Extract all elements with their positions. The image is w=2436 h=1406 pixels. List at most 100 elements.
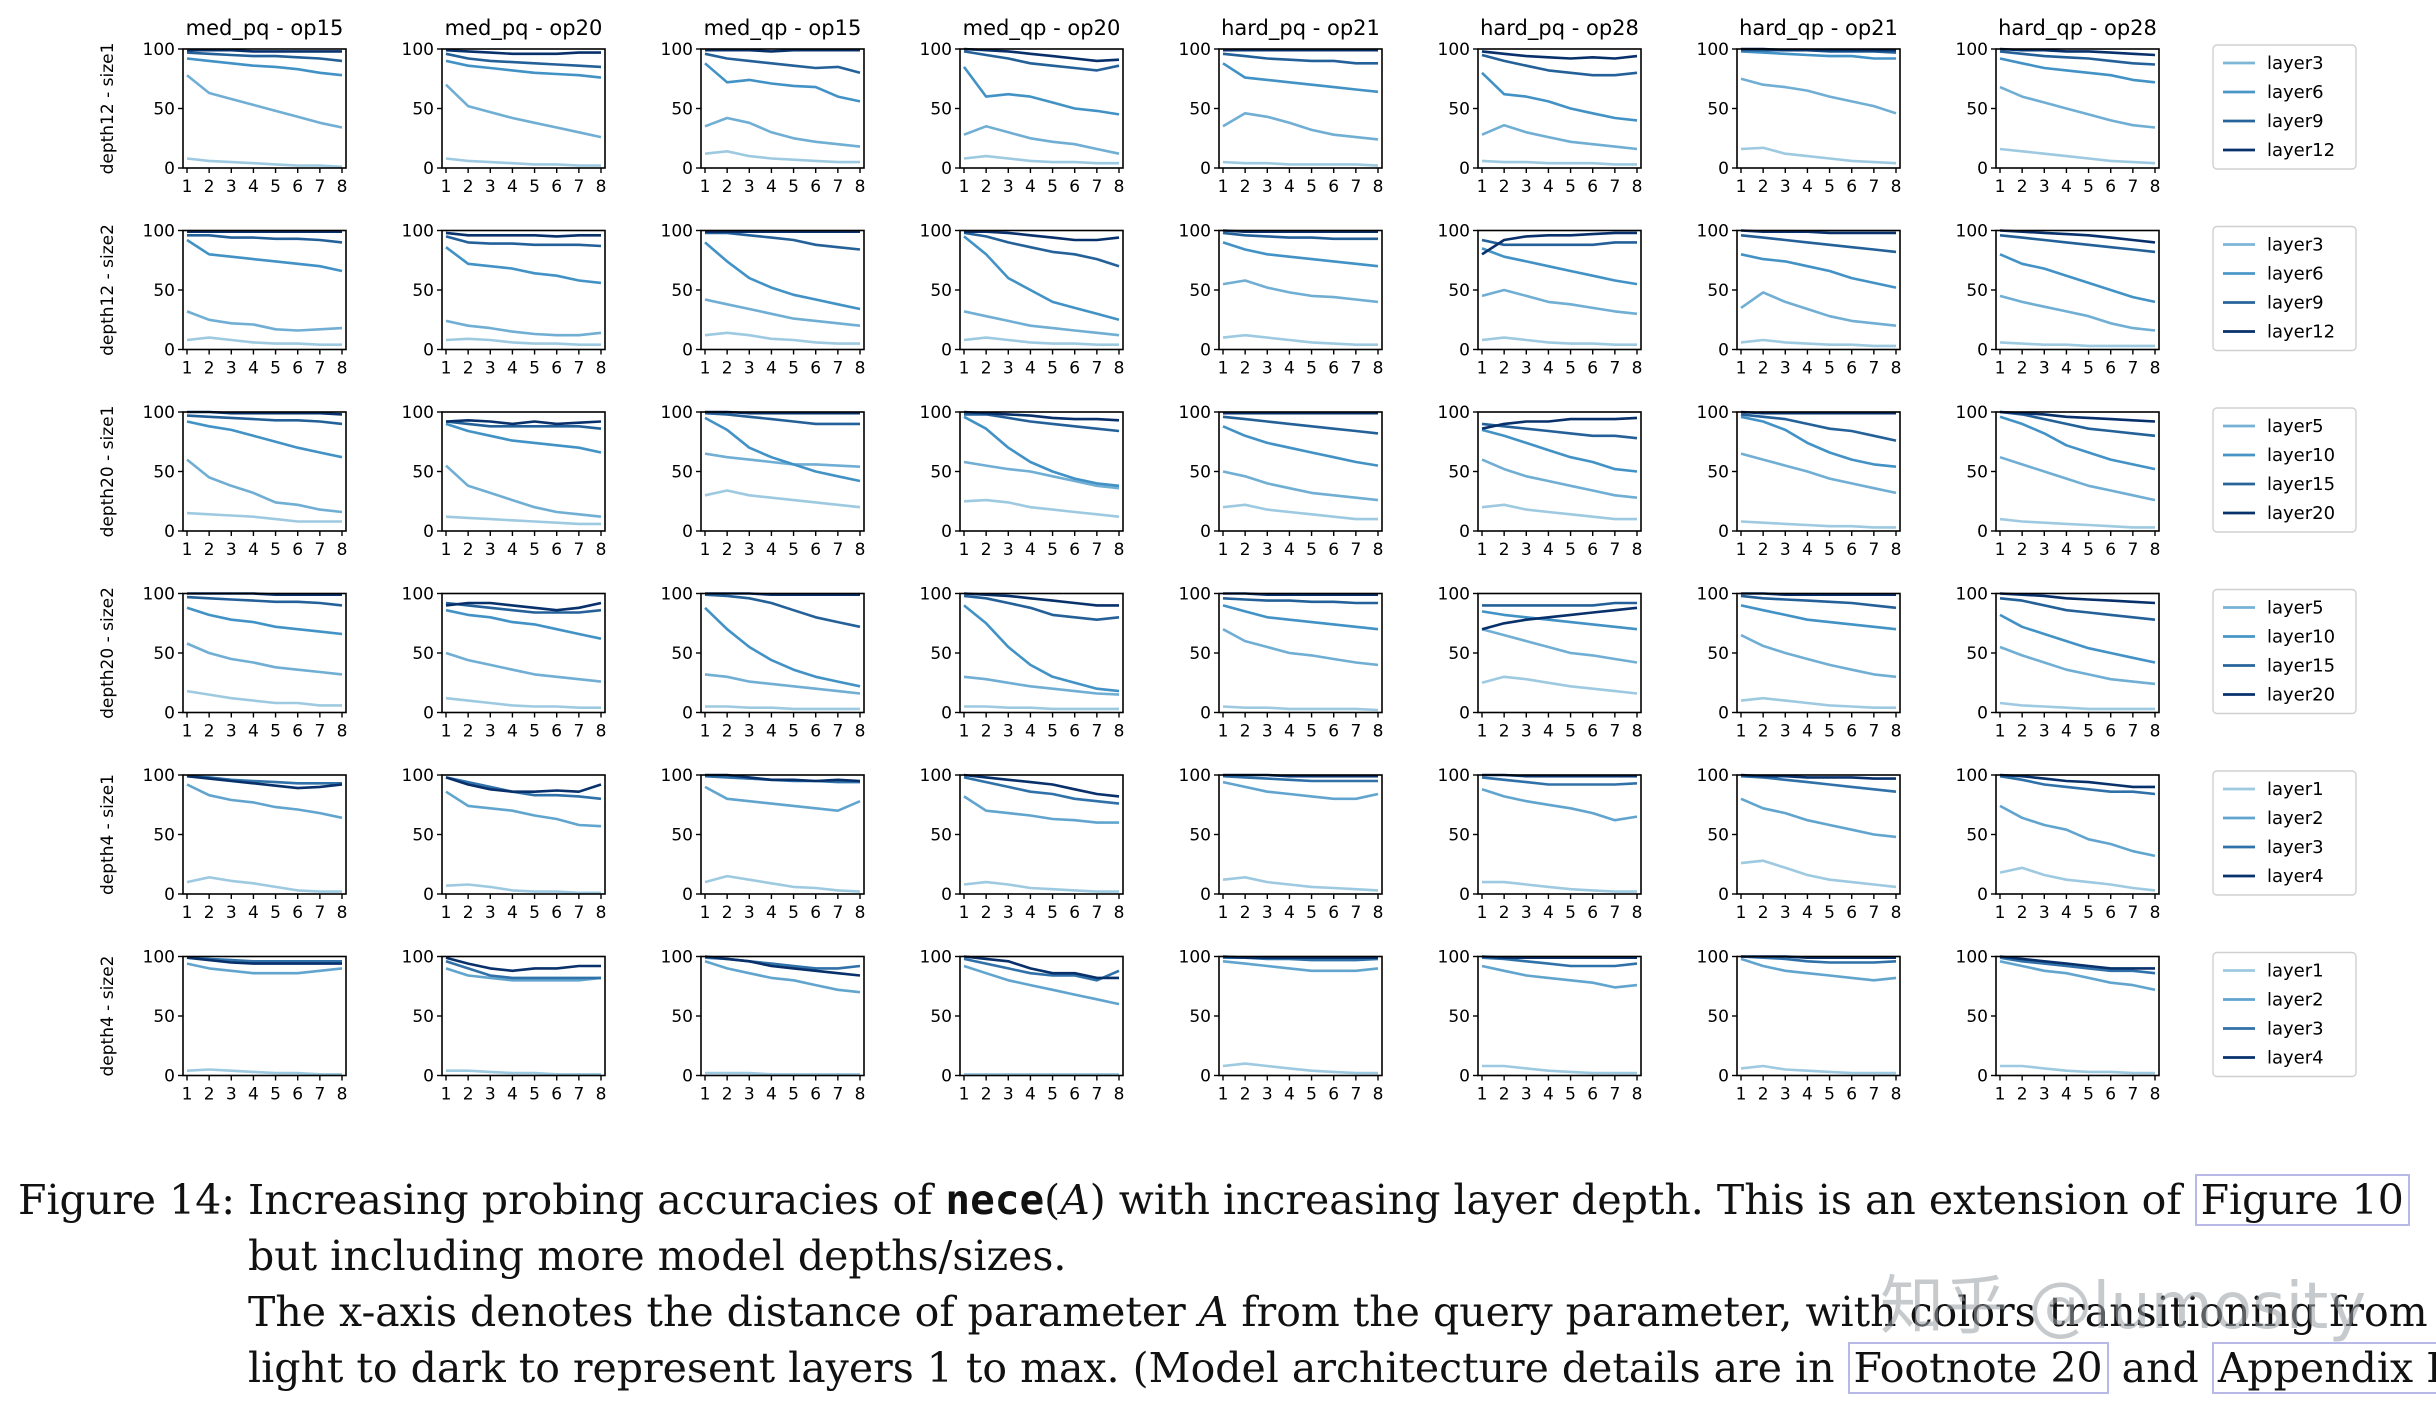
x-tick-label: 4: [1543, 1085, 1554, 1105]
footnote-20-link[interactable]: Footnote 20: [1847, 1342, 2109, 1394]
series-line: [1740, 50, 1896, 60]
series-line: [1481, 788, 1638, 822]
x-tick-label: 1: [441, 1085, 452, 1105]
x-tick-label: 2: [1240, 1085, 1251, 1105]
figure-10-link[interactable]: Figure 10: [2194, 1174, 2410, 1226]
y-tick-label: 50: [1707, 463, 1729, 483]
y-tick-label: 50: [412, 463, 434, 483]
x-tick-label: 2: [463, 540, 474, 560]
x-tick-label: 2: [1758, 177, 1769, 197]
series-line: [704, 62, 861, 103]
y-tick-label: 50: [1966, 100, 1988, 120]
x-tick-label: 7: [832, 177, 843, 197]
x-tick-label: 3: [1780, 1085, 1791, 1105]
series-line: [445, 601, 602, 614]
x-tick-label: 4: [1543, 359, 1554, 379]
x-tick-label: 4: [1543, 722, 1554, 742]
x-tick-label: 6: [551, 177, 562, 197]
series-line: [1222, 333, 1378, 347]
x-tick-label: 3: [226, 177, 237, 197]
series-line: [1740, 773, 1896, 780]
series-line: [186, 57, 343, 77]
subplot: 0 50 100 1 2 3 4 5 6 7 8: [1438, 948, 1643, 1105]
legend: layer5 layer10 layer15 layer20: [2212, 407, 2357, 533]
x-tick-label: 7: [2127, 359, 2138, 379]
x-tick-label: 7: [314, 903, 325, 923]
series-line: [704, 411, 860, 426]
x-tick-label: 7: [832, 903, 843, 923]
series-line: [1740, 604, 1897, 631]
x-tick-label: 8: [1114, 540, 1125, 560]
series-line: [445, 651, 602, 683]
series-line: [1740, 77, 1897, 115]
legend: layer1 layer2 layer3 layer4: [2212, 951, 2357, 1078]
y-tick-label: 50: [1966, 826, 1988, 846]
x-tick-label: 6: [551, 722, 562, 742]
series-line: [704, 452, 861, 468]
x-tick-label: 5: [2083, 177, 2094, 197]
x-tick-label: 4: [1025, 903, 1036, 923]
row-label: depth12 - size1: [98, 43, 118, 175]
x-tick-label: 2: [204, 722, 215, 742]
x-tick-label: 4: [1284, 903, 1295, 923]
series-line: [963, 592, 1119, 607]
x-tick-label: 1: [1995, 903, 2006, 923]
x-tick-label: 1: [700, 903, 711, 923]
series-line: [1222, 112, 1379, 141]
appendix-f-link[interactable]: Appendix F: [2211, 1342, 2436, 1394]
y-tick-label: 100: [143, 222, 175, 242]
x-tick-label: 5: [529, 540, 540, 560]
y-tick-label: 100: [920, 585, 952, 605]
subplot: 0 50 100 1 2 3 4 5 6 7 8: [920, 222, 1125, 379]
series-line: [445, 960, 601, 980]
y-tick-label: 0: [1718, 885, 1729, 905]
subplot: 0 50 100 1 2 3 4 5 6 7 8: [402, 222, 607, 379]
x-tick-label: 6: [810, 722, 821, 742]
series-line: [1740, 291, 1897, 327]
x-tick-label: 3: [226, 903, 237, 923]
series-line: [1481, 288, 1638, 316]
series-line: [963, 773, 1120, 798]
x-tick-label: 3: [1003, 177, 1014, 197]
y-tick-label: 100: [920, 403, 952, 423]
y-tick-label: 50: [671, 463, 693, 483]
x-tick-label: 3: [2039, 1085, 2050, 1105]
plot-frame: [1218, 774, 1383, 895]
x-tick-label: 5: [1824, 177, 1835, 197]
x-tick-label: 8: [1114, 359, 1125, 379]
y-tick-label: 0: [1977, 522, 1988, 542]
y-tick-label: 0: [941, 885, 952, 905]
x-tick-label: 6: [1846, 1085, 1857, 1105]
legend-label: layer20: [2267, 685, 2335, 706]
y-tick-label: 50: [1966, 1007, 1988, 1027]
subplot-title: hard_qp - op21: [1739, 16, 1898, 41]
x-tick-label: 6: [1846, 540, 1857, 560]
y-tick-label: 50: [671, 1007, 693, 1027]
x-tick-label: 3: [2039, 722, 2050, 742]
x-tick-label: 8: [596, 177, 607, 197]
series-line: [445, 776, 602, 794]
x-tick-label: 4: [507, 177, 518, 197]
series-line: [2000, 1064, 2155, 1075]
series-line: [1999, 47, 2156, 57]
series-line: [1740, 957, 1897, 982]
x-tick-label: 5: [1306, 540, 1317, 560]
y-tick-label: 50: [412, 100, 434, 120]
x-tick-label: 1: [441, 722, 452, 742]
y-tick-label: 50: [153, 826, 175, 846]
y-tick-label: 100: [1956, 766, 1988, 786]
x-tick-label: 8: [1891, 359, 1902, 379]
caption-body: Increasing probing accuracies of nece(A)…: [248, 1172, 2436, 1396]
subplot: 0 50 100 1 2 3 4 5 6 7 8: [1956, 948, 2161, 1105]
y-tick-label: 100: [1179, 40, 1211, 60]
series-line: [445, 515, 601, 526]
x-tick-label: 8: [1891, 1085, 1902, 1105]
x-tick-label: 5: [529, 903, 540, 923]
series-line: [445, 601, 602, 612]
watermark: 知乎 @lumosity: [1880, 1270, 2367, 1344]
legend-label: layer6: [2267, 82, 2324, 103]
series-line: [705, 705, 860, 711]
series-line: [1481, 123, 1638, 151]
series-line: [963, 125, 1120, 155]
x-tick-label: 5: [1047, 903, 1058, 923]
